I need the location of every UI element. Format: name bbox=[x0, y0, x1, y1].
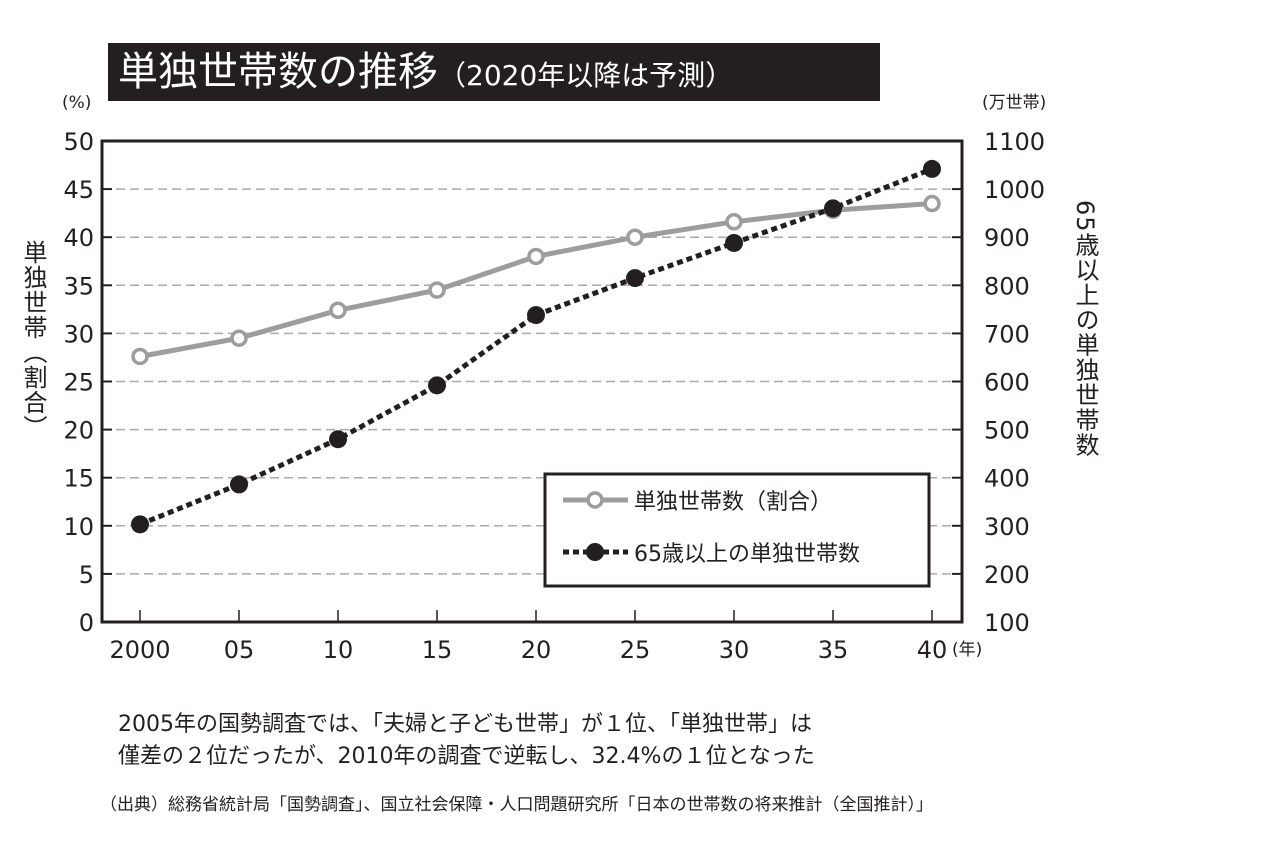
y-left-tick-label: 15 bbox=[63, 465, 94, 493]
y-left-tick-label: 35 bbox=[63, 272, 94, 300]
y-right-tick-label: 300 bbox=[984, 513, 1030, 541]
chart-title: 単独世帯数の推移（2020年以降は予測） bbox=[108, 43, 880, 101]
y-right-tick-label: 900 bbox=[984, 224, 1030, 252]
y-right-tick-label: 400 bbox=[984, 465, 1030, 493]
y-right-tick-label: 500 bbox=[984, 417, 1030, 445]
data-point bbox=[923, 159, 941, 178]
y-left-tick-label: 20 bbox=[63, 417, 94, 445]
x-tick-label: 40 bbox=[917, 636, 948, 664]
title-text: 単独世帯数の推移 bbox=[118, 49, 438, 95]
data-point bbox=[131, 347, 149, 366]
x-tick-label: 25 bbox=[620, 636, 651, 664]
series-line-2 bbox=[139, 166, 933, 527]
data-point bbox=[626, 228, 644, 246]
x-tick-label: 20 bbox=[521, 636, 552, 664]
y-left-tick-label: 50 bbox=[63, 128, 94, 156]
y-left-tick-label: 10 bbox=[63, 513, 94, 541]
legend-label: 65歳以上の単独世帯数 bbox=[634, 542, 860, 567]
x-tick-label: 2000 bbox=[109, 636, 170, 664]
x-tick-label: 10 bbox=[323, 636, 354, 664]
source-text: （出典）総務省統計局「国勢調査」、国立社会保障・人口問題研究所「日本の世帯数の将… bbox=[100, 795, 933, 815]
y-right-unit: (万世帯) bbox=[982, 93, 1046, 113]
y-right-tick-label: 700 bbox=[984, 320, 1030, 348]
legend-marker bbox=[586, 543, 604, 561]
y-left-tick-label: 45 bbox=[63, 176, 94, 204]
y-right-label: 65歳以上の単独世帯数 bbox=[1071, 200, 1099, 458]
y-right-tick-label: 1000 bbox=[984, 176, 1045, 204]
data-point bbox=[527, 306, 545, 325]
y-right-tick-label: 1100 bbox=[984, 128, 1045, 156]
y-left-label: 単独世帯（割合） bbox=[19, 240, 47, 440]
plot-frame bbox=[100, 139, 964, 624]
y-right-tick-label: 600 bbox=[984, 369, 1030, 397]
data-point bbox=[329, 301, 347, 320]
y-left-tick-label: 0 bbox=[79, 609, 94, 637]
y-right-tick-label: 100 bbox=[984, 609, 1030, 637]
data-point bbox=[131, 515, 149, 534]
data-point bbox=[626, 269, 644, 288]
y-left-tick-label: 30 bbox=[63, 320, 94, 348]
data-point bbox=[230, 329, 248, 347]
x-tick-label: 05 bbox=[224, 636, 255, 664]
y-left-tick-label: 5 bbox=[79, 561, 94, 589]
data-point bbox=[428, 281, 446, 299]
data-point bbox=[329, 430, 347, 449]
y-left-tick-label: 40 bbox=[63, 224, 94, 252]
x-tick-label: 30 bbox=[719, 636, 750, 664]
data-point bbox=[725, 213, 743, 231]
data-point bbox=[428, 376, 446, 395]
y-right-tick-label: 200 bbox=[984, 561, 1030, 589]
y-left-unit: (%) bbox=[62, 93, 91, 113]
note-line-2: 僅差の２位だったが、2010年の調査で逆転し、32.4%の１位となった bbox=[118, 744, 815, 769]
legend-marker bbox=[586, 491, 604, 509]
y-left-tick-label: 25 bbox=[63, 369, 94, 397]
x-tick-label: 35 bbox=[818, 636, 849, 664]
subtitle-text: （2020年以降は予測） bbox=[438, 59, 734, 92]
data-point bbox=[824, 199, 842, 218]
legend-box bbox=[543, 472, 931, 588]
data-point bbox=[230, 475, 248, 494]
x-unit: (年) bbox=[952, 640, 982, 660]
note-line-1: 2005年の国勢調査では、「夫婦と子ども世帯」が１位、「単独世帯」は bbox=[118, 712, 812, 737]
legend-label: 単独世帯数（割合） bbox=[634, 490, 832, 515]
data-point bbox=[527, 247, 545, 266]
y-right-tick-label: 800 bbox=[984, 272, 1030, 300]
data-point bbox=[725, 233, 743, 252]
data-point bbox=[923, 194, 941, 213]
x-tick-label: 15 bbox=[422, 636, 453, 664]
